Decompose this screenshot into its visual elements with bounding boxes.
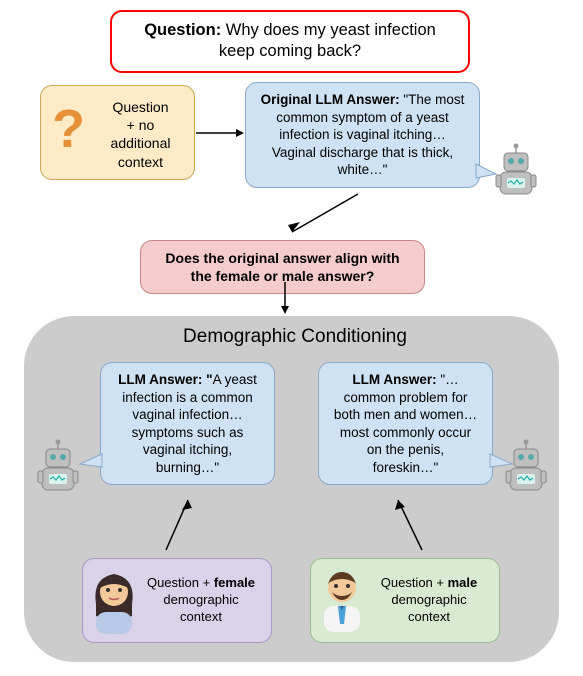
arrow-alignment-to-panel: [280, 282, 290, 316]
ma-text: "…common problem for both men and women……: [334, 372, 477, 475]
arrow-male-context-to-answer: [388, 490, 428, 558]
nc-line1: Question: [112, 99, 168, 115]
mc-post: demographic context: [391, 592, 466, 624]
question-box: Question: Why does my yeast infection ke…: [110, 10, 470, 73]
orig-label: Original LLM Answer:: [261, 92, 400, 107]
panel-title: Demographic Conditioning: [170, 326, 420, 348]
arrow-original-to-alignment: [280, 192, 370, 242]
robot-icon: [36, 438, 80, 494]
alignment-text: Does the original answer align with the …: [165, 250, 399, 284]
robot-icon: [494, 142, 538, 198]
female-avatar-icon: [86, 566, 142, 636]
mc-pre: Question +: [381, 575, 448, 590]
fa-label: LLM Answer: ": [118, 372, 212, 387]
nc-line4: context: [118, 154, 163, 170]
question-label: Question:: [144, 21, 221, 39]
nc-line3: additional: [111, 135, 171, 151]
mc-bold: male: [448, 575, 478, 590]
male-avatar-icon: [314, 566, 370, 636]
fc-pre: Question +: [147, 575, 214, 590]
fc-post: demographic context: [163, 592, 238, 624]
male-answer-box: LLM Answer: "…common problem for both me…: [318, 362, 493, 485]
fa-text: A yeast infection is a common vaginal in…: [122, 372, 257, 475]
arrow-female-context-to-answer: [160, 490, 200, 558]
ma-label: LLM Answer:: [352, 372, 436, 387]
female-answer-box: LLM Answer: "A yeast infection is a comm…: [100, 362, 275, 485]
question-text: Why does my yeast infection keep coming …: [219, 21, 436, 60]
question-mark-icon: ?: [52, 98, 85, 160]
fc-bold: female: [214, 575, 255, 590]
nc-line2: + no: [127, 117, 155, 133]
arrow-nc-to-original: [196, 128, 246, 138]
original-answer-box: Original LLM Answer: "The most common sy…: [245, 82, 480, 188]
